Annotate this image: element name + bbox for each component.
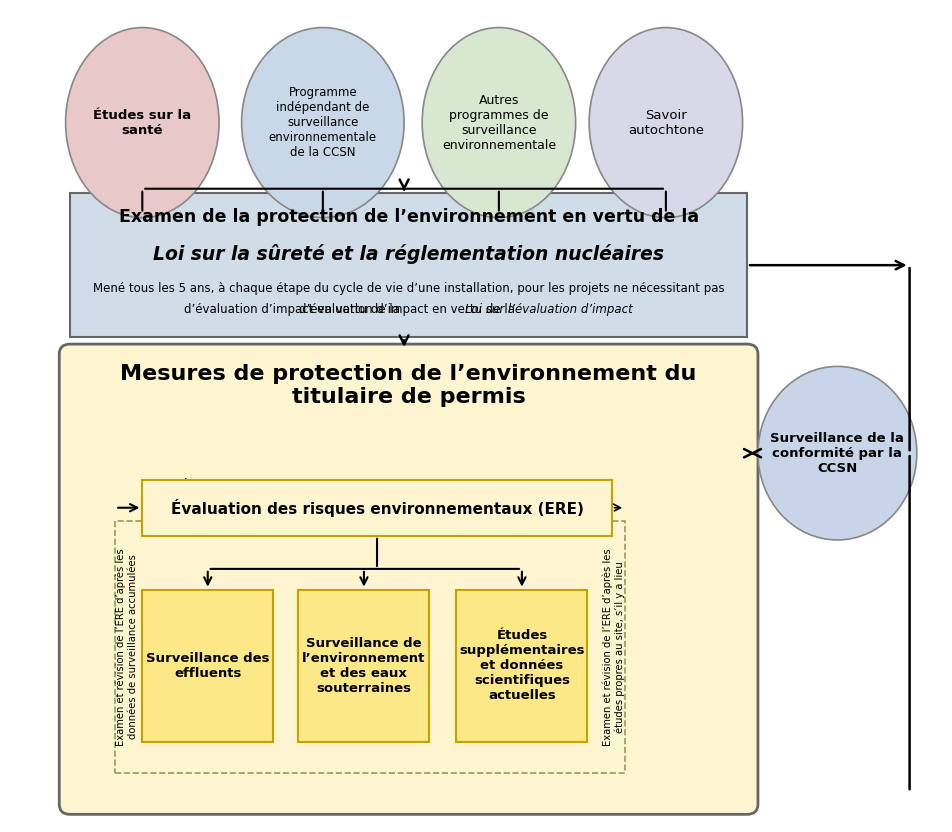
Text: Mesures de protection de l’environnement du
titulaire de permis: Mesures de protection de l’environnement…: [120, 364, 696, 407]
FancyBboxPatch shape: [70, 193, 746, 338]
Ellipse shape: [242, 27, 404, 218]
Text: Système de gestion de l’environnement: Système de gestion de l’environnement: [151, 478, 445, 494]
Text: d’évaluation d’impact en vertu de la: d’évaluation d’impact en vertu de la: [184, 303, 404, 316]
Text: Loi sur l’évaluation d’impact: Loi sur l’évaluation d’impact: [68, 303, 404, 316]
Ellipse shape: [66, 27, 219, 218]
Text: Examen de la protection de l’environnement en vertu de la: Examen de la protection de l’environneme…: [118, 208, 698, 225]
Text: Surveillance des
effluents: Surveillance des effluents: [146, 652, 269, 680]
Ellipse shape: [588, 27, 742, 218]
Text: Surveillance de
l’environnement
et des eaux
souterraines: Surveillance de l’environnement et des e…: [302, 637, 426, 695]
Text: d’évaluation d’impact en vertu de la: d’évaluation d’impact en vertu de la: [298, 303, 518, 316]
Text: Programme
indépendant de
surveillance
environnementale
de la CCSN: Programme indépendant de surveillance en…: [268, 87, 377, 159]
Text: Surveillance de la
conformité par la
CCSN: Surveillance de la conformité par la CCS…: [769, 432, 903, 475]
Text: Évaluation des risques environnementaux (ERE): Évaluation des risques environnementaux …: [170, 498, 583, 517]
FancyBboxPatch shape: [59, 344, 757, 815]
Text: Savoir
autochtone: Savoir autochtone: [627, 109, 704, 136]
Text: Loi sur la sûreté et la réglementation nucléaires: Loi sur la sûreté et la réglementation n…: [153, 244, 664, 264]
Text: Autres
programmes de
surveillance
environnementale: Autres programmes de surveillance enviro…: [442, 94, 555, 151]
Text: Examen et révision de l’ERE d’après les
données de surveillance accumulées: Examen et révision de l’ERE d’après les …: [116, 548, 138, 745]
Ellipse shape: [422, 27, 575, 218]
FancyBboxPatch shape: [142, 479, 611, 536]
Text: Études
supplémentaires
et données
scientifiques
actuelles: Études supplémentaires et données scient…: [459, 630, 584, 702]
FancyBboxPatch shape: [298, 590, 429, 742]
Text: Mené tous les 5 ans, à chaque étape du cycle de vie d’une installation, pour les: Mené tous les 5 ans, à chaque étape du c…: [92, 282, 724, 295]
Text: d’évaluation d’impact en vertu de la Loi sur l’évaluation d’impact: d’évaluation d’impact en vertu de la Loi…: [214, 303, 602, 316]
Text: Loi sur l’évaluation d’impact: Loi sur l’évaluation d’impact: [465, 303, 632, 316]
Text: Examen et révision de l’ERE d’après les
études propres au site, s’il y a lieu: Examen et révision de l’ERE d’après les …: [602, 548, 625, 745]
Text: Études sur la
santé: Études sur la santé: [93, 109, 191, 136]
Ellipse shape: [757, 366, 916, 540]
FancyBboxPatch shape: [142, 590, 273, 742]
FancyBboxPatch shape: [456, 590, 586, 742]
